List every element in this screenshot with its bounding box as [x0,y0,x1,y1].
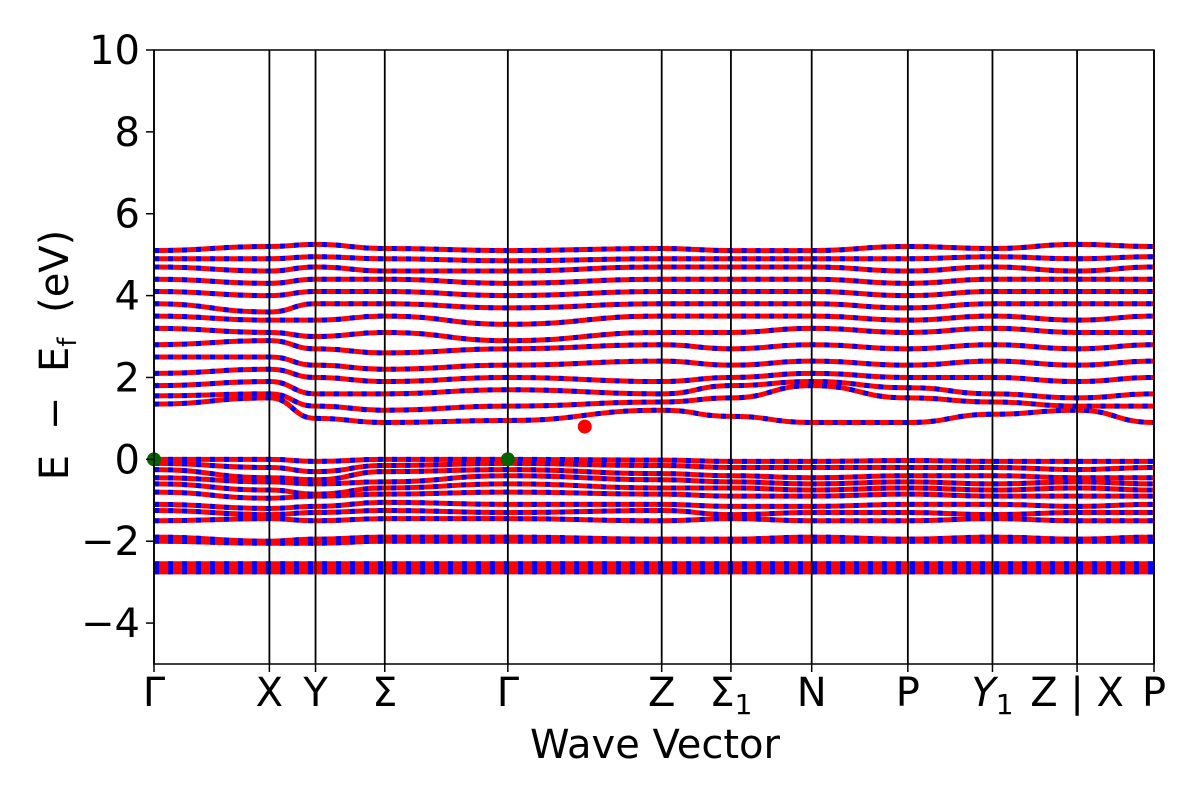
y-axis-label: E − Ef (eV) [32,230,86,481]
valence-band-dash-2 [153,467,1154,483]
x-tick-label-2: Y [302,670,328,716]
valence-band-7 [153,507,1154,518]
x-tick-label-6: Σ1 [709,670,752,721]
conduction-band-9 [153,289,1154,299]
valence-band-6 [153,499,1155,511]
y-label-e: E [32,455,78,480]
y-ticks: −4 −2 0 2 4 6 8 10 [81,28,154,647]
x-tick-label-3: Σ [372,670,397,716]
conduction-band-10 [153,276,1154,286]
x-tick-label-7: N [797,670,827,716]
conduction-band-1 [153,383,1154,413]
valence-band-0 [154,456,1154,464]
y-tick-label-5: 6 [115,192,140,238]
y-label-unit: (eV) [32,230,78,313]
y-tick-label-0: −4 [81,601,140,647]
conduction-band-7 [153,313,1155,327]
conduction-band-dash-0 [153,395,1155,425]
conduction-band-dash-7 [153,313,1155,327]
x-ticks: Γ X Y Σ Γ Z Σ1 N P Y1 Z | X P [143,664,1166,721]
conduction-band-dash-11 [153,264,1155,274]
cbm-marker-0 [577,419,592,434]
conduction-band-13 [153,241,1155,254]
valence-band-8 [153,516,1154,524]
conduction-band-8 [153,301,1154,315]
conduction-band-5 [153,338,1155,356]
valence-band-10 [153,538,1154,546]
y-tick-label-3: 2 [115,355,140,401]
y-tick-label-2: 0 [115,437,140,483]
x-tick-label-5: Z [648,670,675,716]
conduction-band-11 [153,264,1155,274]
x-axis-label: Wave Vector [530,722,781,768]
conduction-band-3 [153,366,1155,385]
x-tick-label-1: X [256,670,283,716]
y-tick-label-6: 8 [115,110,140,156]
conduction-band-4 [154,354,1155,372]
x-tick-label-0: Γ [143,670,166,716]
vbm-marker-1 [500,452,515,467]
y-label-ef-sub: f [53,337,83,347]
x-tick-label-10: Z | X [1030,670,1124,716]
plot-frame [153,49,1155,665]
y-label-ef: E [32,347,78,372]
x-tick-label-8: P [896,670,920,716]
y-tick-label-7: 10 [89,28,140,74]
x-tick-label-4: Γ [497,670,520,716]
x-tick-label-11: P [1142,670,1166,716]
x-tick-label-9: Y1 [971,670,1013,721]
y-tick-label-4: 4 [115,274,140,320]
conduction-band-12 [153,254,1155,264]
valence-band-dash-5 [153,489,1154,501]
conduction-band-6 [153,325,1154,344]
bands-layer [153,241,1155,575]
y-label-minus: − [32,397,78,431]
valence-band-1 [153,460,1155,475]
y-tick-label-1: −2 [81,519,140,565]
